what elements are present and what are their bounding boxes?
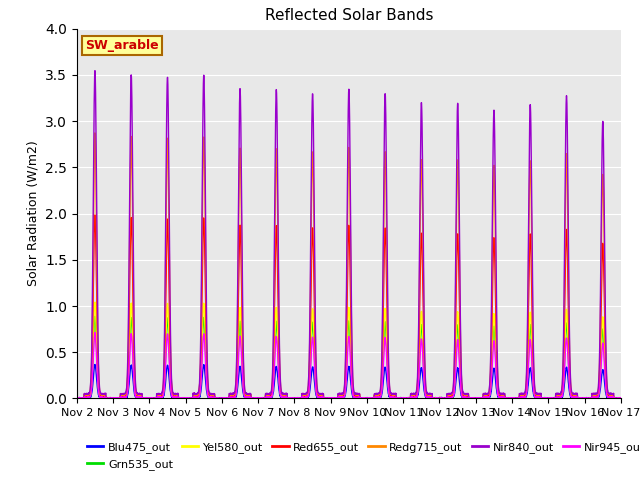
Red655_out <box>471 395 479 401</box>
Redg715_out <box>441 396 449 401</box>
Yel580_out <box>171 394 179 400</box>
Blu475_out <box>616 395 624 401</box>
Redg715_out <box>74 396 81 401</box>
Blu475_out <box>329 396 337 401</box>
Nir840_out <box>617 396 625 401</box>
Blu475_out <box>471 396 479 401</box>
Grn535_out <box>441 396 449 401</box>
Red655_out <box>91 212 99 218</box>
Nir840_out <box>441 396 449 401</box>
Blu475_out <box>92 361 99 367</box>
Red655_out <box>171 393 179 399</box>
Yel580_out <box>616 396 624 401</box>
Redg715_out <box>171 391 179 397</box>
Redg715_out <box>91 130 99 136</box>
Line: Red655_out: Red655_out <box>77 215 621 398</box>
Nir840_out <box>471 396 479 401</box>
Line: Nir945_out: Nir945_out <box>77 333 621 398</box>
Yel580_out <box>441 396 449 401</box>
Nir945_out <box>502 396 509 401</box>
Blu475_out <box>73 396 81 401</box>
Nir840_out <box>502 396 509 401</box>
Nir945_out <box>441 396 449 401</box>
Grn535_out <box>471 396 479 401</box>
Red655_out <box>502 395 509 401</box>
Red655_out <box>617 396 625 401</box>
Nir840_out <box>73 396 81 401</box>
Title: Reflected Solar Bands: Reflected Solar Bands <box>264 9 433 24</box>
Redg715_out <box>73 396 81 401</box>
Grn535_out <box>73 396 81 401</box>
Grn535_out <box>502 395 509 401</box>
Nir840_out <box>616 396 624 401</box>
Redg715_out <box>616 395 624 401</box>
Red655_out <box>73 395 81 401</box>
Nir945_out <box>91 330 99 336</box>
Yel580_out <box>73 395 81 401</box>
Nir945_out <box>171 395 179 400</box>
Nir945_out <box>617 395 625 401</box>
Line: Redg715_out: Redg715_out <box>77 133 621 398</box>
Line: Yel580_out: Yel580_out <box>77 302 621 398</box>
Redg715_out <box>329 396 337 401</box>
Yel580_out <box>471 396 479 401</box>
Nir945_out <box>471 396 479 401</box>
Nir840_out <box>91 68 99 73</box>
Grn535_out <box>329 395 337 400</box>
Blu475_out <box>617 396 625 401</box>
Red655_out <box>616 396 624 401</box>
Nir945_out <box>73 396 81 401</box>
Grn535_out <box>171 395 179 400</box>
Grn535_out <box>91 313 99 319</box>
Y-axis label: Solar Radiation (W/m2): Solar Radiation (W/m2) <box>26 141 40 287</box>
Line: Blu475_out: Blu475_out <box>77 364 621 398</box>
Redg715_out <box>617 396 625 401</box>
Red655_out <box>441 396 449 401</box>
Line: Grn535_out: Grn535_out <box>77 316 621 398</box>
Grn535_out <box>616 396 624 401</box>
Nir945_out <box>616 396 624 401</box>
Legend: Blu475_out, Grn535_out, Yel580_out, Red655_out, Redg715_out, Nir840_out, Nir945_: Blu475_out, Grn535_out, Yel580_out, Red6… <box>83 438 640 474</box>
Nir840_out <box>73 396 81 401</box>
Yel580_out <box>329 396 337 401</box>
Blu475_out <box>502 396 509 401</box>
Yel580_out <box>73 396 81 401</box>
Redg715_out <box>471 396 479 401</box>
Yel580_out <box>502 396 509 401</box>
Yel580_out <box>92 299 99 305</box>
Nir840_out <box>329 396 337 401</box>
Yel580_out <box>617 396 625 401</box>
Text: SW_arable: SW_arable <box>85 39 159 52</box>
Nir945_out <box>329 396 337 401</box>
Blu475_out <box>73 396 81 401</box>
Grn535_out <box>617 396 625 401</box>
Blu475_out <box>441 396 449 401</box>
Redg715_out <box>502 396 509 401</box>
Nir945_out <box>73 396 81 401</box>
Red655_out <box>73 396 81 401</box>
Line: Nir840_out: Nir840_out <box>77 71 621 398</box>
Blu475_out <box>171 395 179 401</box>
Nir840_out <box>171 391 179 397</box>
Red655_out <box>329 395 337 401</box>
